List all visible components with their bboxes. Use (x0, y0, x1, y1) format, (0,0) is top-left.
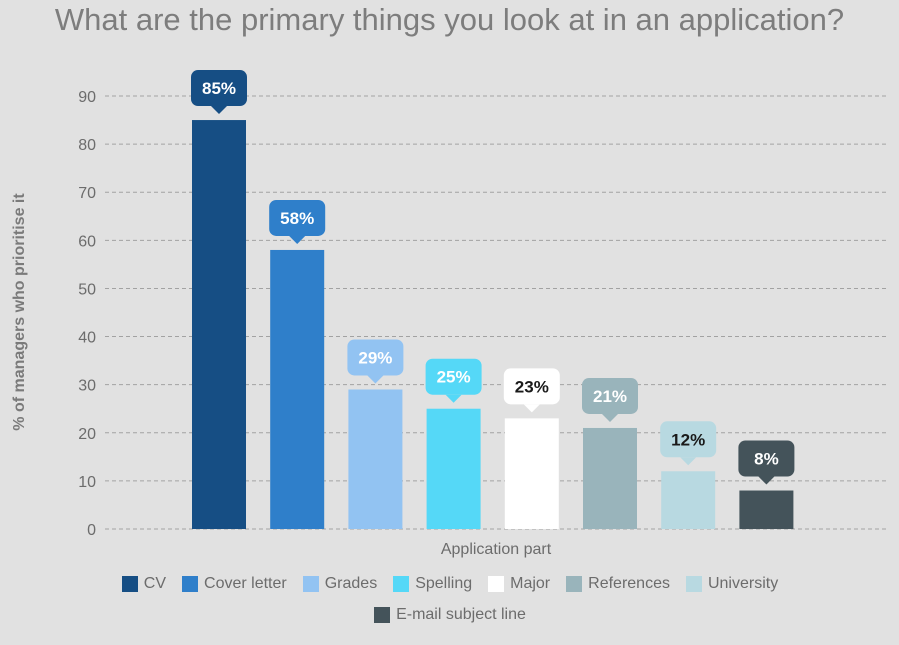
y-tick-label: 90 (78, 89, 96, 106)
y-tick-label: 40 (78, 330, 96, 347)
legend-item: References (566, 574, 670, 594)
callout-pointer (680, 457, 697, 466)
legend-item: Major (488, 574, 550, 594)
callout-box (582, 377, 638, 414)
legend-label: University (707, 575, 779, 592)
y-tick-label: 60 (78, 233, 96, 250)
y-tick-label: 0 (87, 522, 96, 539)
data-label-callout: 23% (503, 368, 560, 413)
bar (661, 471, 716, 529)
bar (739, 490, 794, 529)
legend-label: Major (510, 575, 551, 592)
data-labels: 85% 58% 29% 25% 23% 21% 12% 8% (191, 70, 795, 485)
bar (270, 249, 325, 529)
bar (348, 389, 403, 529)
legend-item: Grades (302, 574, 378, 594)
y-tick-label: 20 (78, 426, 96, 443)
legend-item: University (685, 574, 779, 594)
y-axis-label: % of managers who prioritise it (11, 193, 28, 431)
y-tick-label: 80 (78, 137, 96, 154)
callout-box (660, 421, 717, 458)
data-label-callout: 85% (191, 70, 247, 115)
data-label: 23% (515, 377, 549, 396)
callout-pointer (523, 404, 540, 413)
bars (192, 120, 794, 530)
x-axis-label: Application part (441, 541, 552, 558)
callout-box (347, 339, 404, 376)
data-label: 29% (358, 348, 392, 367)
data-label-callout: 58% (269, 199, 326, 244)
legend-swatch (182, 576, 199, 592)
callout-box (503, 368, 560, 405)
data-label: 85% (202, 79, 236, 98)
callout-box (425, 358, 482, 395)
legend-label: E-mail subject line (396, 606, 526, 623)
legend-label: CV (143, 575, 167, 592)
legend-label: Cover letter (204, 575, 287, 592)
y-tick-label: 30 (78, 378, 96, 395)
legend-swatch (488, 576, 505, 592)
callout-pointer (602, 413, 618, 422)
bar (504, 418, 559, 529)
bar (426, 408, 481, 529)
legend-item: Cover letter (182, 574, 287, 594)
callout-pointer (758, 476, 775, 485)
callout-box (191, 70, 247, 107)
y-tick-label: 50 (78, 281, 96, 298)
callout-pointer (211, 106, 227, 115)
data-label-callout: 29% (347, 339, 404, 384)
data-label: 8% (754, 450, 779, 469)
legend: CV Cover letter Grades Spelling Major Referen… (60, 574, 840, 625)
callout-pointer (367, 375, 384, 384)
legend-item: Spelling (393, 574, 472, 594)
callout-pointer (445, 394, 462, 403)
legend-swatch (374, 607, 391, 623)
callout-pointer (289, 235, 306, 244)
legend-item: E-mail subject line (374, 605, 526, 625)
legend-swatch (302, 576, 319, 592)
bar (583, 427, 637, 529)
y-tick-label: 10 (78, 474, 96, 491)
data-label: 12% (671, 430, 705, 449)
data-label: 21% (593, 387, 627, 406)
legend-item: CV (121, 574, 167, 594)
legend-label: Spelling (415, 575, 473, 592)
data-label: 25% (437, 368, 471, 387)
legend-label: References (588, 575, 670, 592)
data-label: 58% (280, 209, 314, 228)
legend-swatch (685, 576, 702, 592)
data-label-callout: 25% (425, 358, 482, 403)
callout-box (269, 199, 326, 236)
legend-swatch (121, 576, 138, 592)
data-label-callout: 21% (582, 377, 638, 422)
data-label-callout: 8% (738, 440, 795, 485)
y-tick-label: 70 (78, 185, 96, 202)
legend-swatch (393, 576, 410, 592)
data-label-callout: 12% (660, 421, 717, 466)
y-axis-ticks: 0 10 20 30 40 50 60 70 80 90 (78, 89, 96, 539)
legend-swatch (566, 576, 583, 592)
bar (192, 120, 246, 530)
chart-title: What are the primary things you look at … (54, 2, 845, 37)
legend-label: Grades (324, 575, 378, 592)
callout-box (738, 440, 795, 477)
